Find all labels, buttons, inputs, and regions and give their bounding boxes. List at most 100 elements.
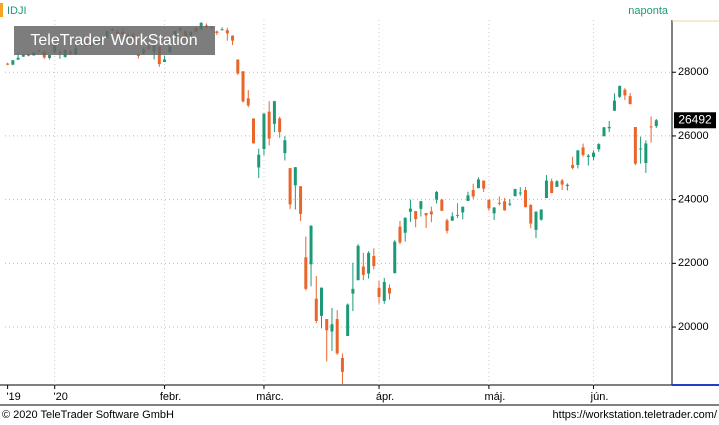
candle-body [241, 71, 245, 102]
candle-body [482, 180, 486, 189]
candle-body [408, 208, 412, 212]
candle-body [503, 201, 507, 211]
candle-body [445, 220, 449, 231]
candle-body [544, 180, 548, 199]
watermark-box [14, 26, 215, 55]
candle-body [283, 140, 287, 154]
candle-body [335, 319, 339, 354]
candle-body [251, 118, 255, 144]
candle-body [288, 168, 292, 205]
candle-body [487, 199, 491, 209]
y-tick-label: 26000 [678, 130, 709, 142]
candle-body [220, 29, 224, 31]
candle-body [461, 206, 465, 213]
candle-body [471, 190, 475, 197]
candle-body [639, 148, 643, 150]
candle-body [11, 60, 15, 65]
last-price: 26492 [678, 112, 712, 126]
x-tick-label: '19 [6, 391, 20, 403]
candle-body [372, 256, 376, 266]
candle-body [388, 287, 392, 294]
candle-body [450, 216, 454, 221]
candle-body [560, 180, 564, 185]
x-tick-label: máj. [485, 391, 506, 403]
last-price-box [674, 112, 716, 129]
candle-body [429, 211, 433, 215]
candle-body [225, 30, 229, 34]
x-tick-label: ápr. [376, 391, 394, 403]
candle-body [257, 154, 261, 168]
y-tick-label: 24000 [678, 194, 709, 206]
candle-body [539, 209, 543, 220]
x-tick-label: jún. [590, 391, 609, 403]
candle-body [571, 164, 575, 168]
candle-body [361, 266, 365, 275]
candle-body [644, 143, 648, 164]
candle-body [649, 126, 653, 128]
candle-body [356, 245, 360, 281]
candle-body [586, 155, 590, 157]
candle-body [157, 46, 161, 65]
candle-body [529, 205, 533, 224]
candle-body [340, 357, 344, 372]
x-tick-label: '20 [54, 391, 68, 403]
candle-body [555, 181, 559, 187]
candle-body [293, 167, 297, 186]
candle-body [612, 100, 616, 111]
candle-body [497, 202, 501, 204]
candle-body [435, 191, 439, 200]
candle-body [21, 54, 25, 57]
y-tick-label: 22000 [678, 257, 709, 269]
y-tick-label: 20000 [678, 321, 709, 333]
candle-body [602, 127, 606, 137]
candle-body [576, 150, 580, 165]
candles [6, 22, 658, 385]
candle-body [346, 304, 350, 336]
candle-body [524, 190, 528, 208]
x-tick-label: márc. [256, 391, 284, 403]
candle-body [278, 118, 282, 133]
candle-body [272, 101, 276, 124]
candle-body [597, 144, 601, 150]
candle-body [534, 211, 538, 230]
candle-body [550, 181, 554, 194]
candle-body [163, 59, 167, 63]
candle-body [319, 287, 323, 316]
candle-body [47, 55, 51, 58]
candle-body [325, 319, 329, 331]
candle-body [628, 96, 632, 105]
candle-body [16, 57, 20, 60]
candle-body [309, 225, 313, 265]
candle-body [299, 186, 303, 214]
candle-body [654, 120, 658, 127]
candle-body [6, 63, 10, 65]
y-tick-label: 28000 [678, 66, 709, 78]
candle-body [456, 214, 460, 216]
candle-body [592, 152, 596, 157]
candle-body [231, 35, 235, 41]
candle-body [419, 201, 423, 209]
candle-body [513, 189, 517, 197]
candle-body [440, 199, 444, 211]
candle-body [262, 113, 266, 149]
candle-body [414, 211, 418, 220]
candle-body [382, 282, 386, 301]
candle-body [136, 55, 140, 57]
symbol: IDJI [7, 5, 27, 17]
candle-body [607, 126, 611, 129]
candle-body [565, 184, 569, 186]
period: naponta [628, 5, 669, 17]
candle-body [581, 147, 585, 156]
footer-right: https://workstation.teletrader.com/ [553, 409, 718, 421]
candle-body [623, 89, 627, 96]
candle-body [618, 85, 622, 97]
footer-left: © 2020 TeleTrader Software GmbH [2, 409, 174, 421]
candle-body [492, 207, 496, 214]
candle-body [304, 257, 308, 289]
candle-body [246, 98, 250, 106]
candle-body [330, 324, 334, 332]
candle-body [633, 127, 637, 164]
candle-body [351, 288, 355, 294]
